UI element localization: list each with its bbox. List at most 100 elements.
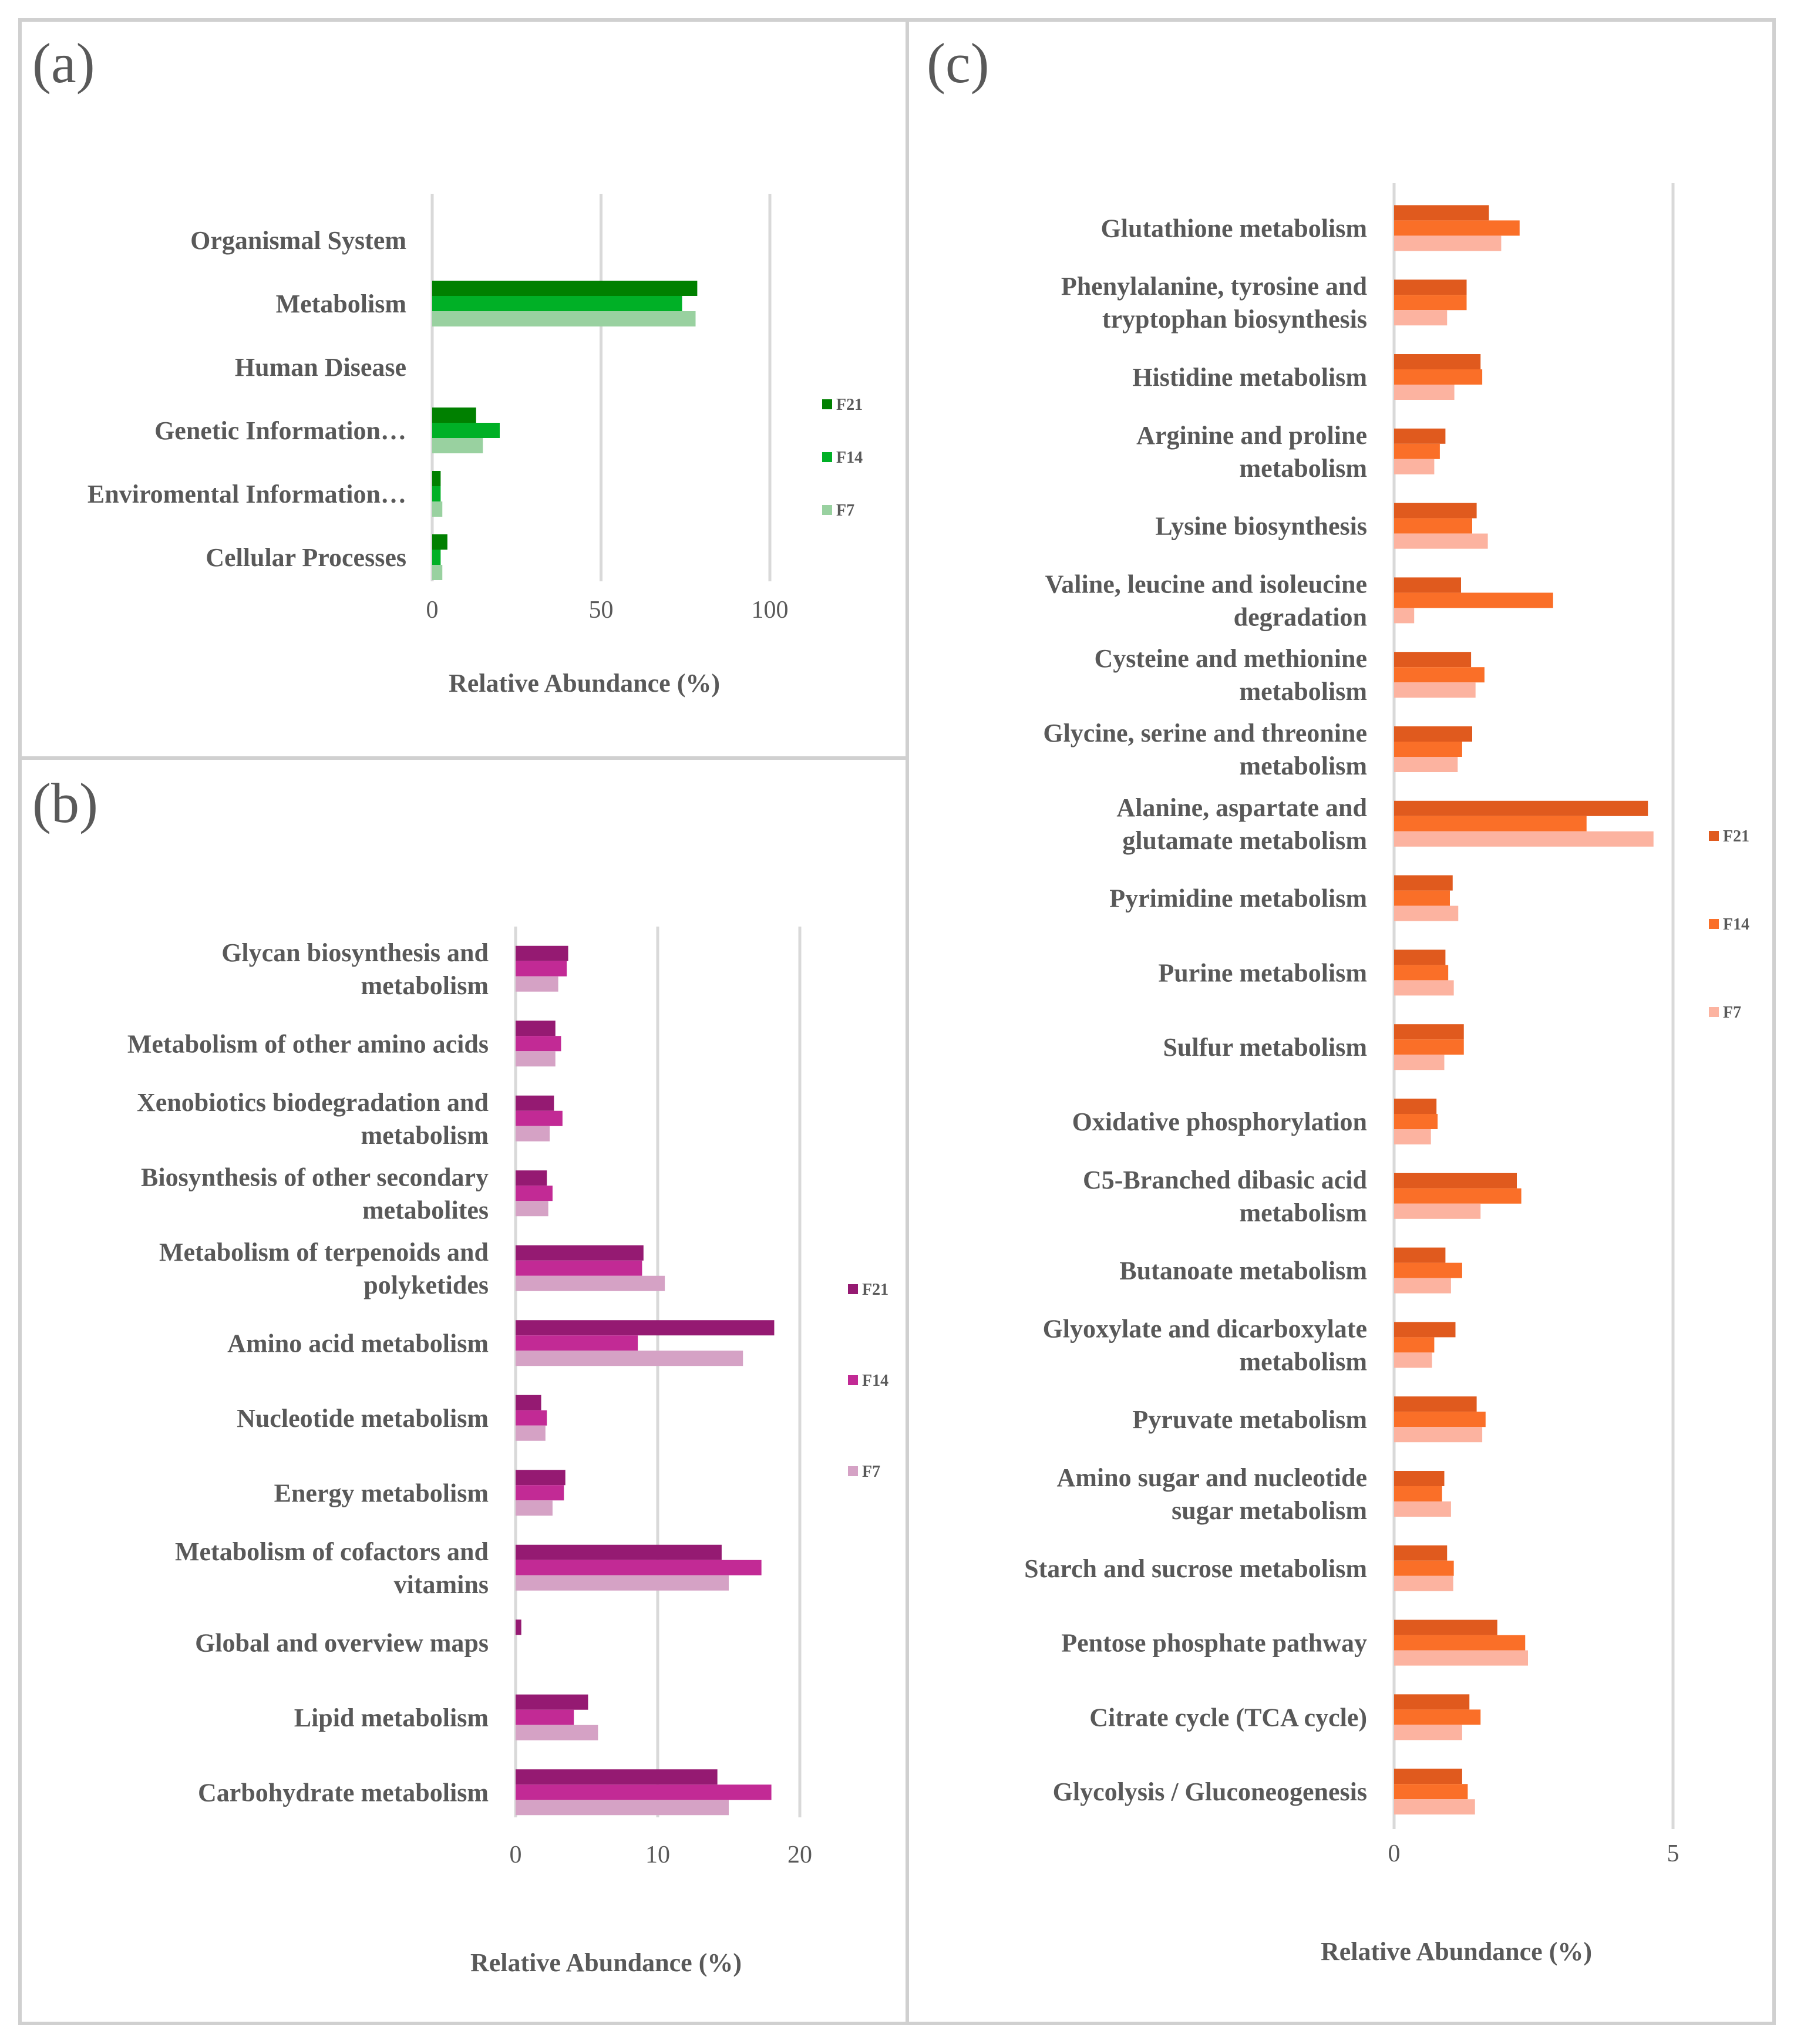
category-label-a-0: Organismal System [190, 226, 406, 255]
bar-c-F14-9 [1394, 890, 1450, 906]
category-label-b-5: Amino acid metabolism [227, 1329, 489, 1358]
bar-c-F7-7 [1394, 757, 1458, 772]
category-label-a-5: Cellular Processes [206, 543, 406, 572]
bar-b-F7-0 [516, 976, 558, 992]
bar-c-F7-10 [1394, 980, 1454, 996]
bar-c-F14-19 [1394, 1635, 1526, 1651]
bar-c-F21-7 [1394, 726, 1472, 742]
legend-label-a-F21: F21 [836, 396, 863, 414]
bar-c-F7-4 [1394, 533, 1488, 549]
bar-c-F21-8 [1394, 800, 1648, 816]
category-label-c-4: Lysine biosynthesis [1155, 512, 1367, 541]
bar-c-F21-15 [1394, 1322, 1456, 1338]
category-label-b-0: Glycan biosynthesis and metabolism [221, 938, 489, 1000]
bar-b-F14-10 [516, 1709, 574, 1725]
bar-c-F7-14 [1394, 1278, 1451, 1294]
category-label-c-8: Alanine, aspartate and glutamate metaboli… [1116, 793, 1367, 855]
legend-label-a-F14: F14 [836, 449, 863, 467]
bar-c-F14-6 [1394, 667, 1485, 683]
category-label-c-19: Pentose phosphate pathway [1061, 1629, 1367, 1658]
legend-label-c-F14: F14 [1723, 915, 1749, 934]
bar-b-F21-6 [516, 1395, 541, 1410]
bar-c-F14-17 [1394, 1486, 1442, 1501]
bar-c-F21-1 [1394, 280, 1467, 295]
legend-label-c-F21: F21 [1723, 827, 1749, 846]
legend-label-c-F7: F7 [1723, 1004, 1741, 1022]
bar-b-F21-11 [516, 1769, 718, 1785]
bar-b-F21-3 [516, 1170, 547, 1186]
bar-b-F7-1 [516, 1051, 556, 1067]
bar-c-F14-7 [1394, 742, 1462, 757]
x-tick-b-0: 0 [510, 1841, 522, 1868]
bar-c-F7-13 [1394, 1203, 1481, 1219]
category-label-c-1: Phenylalanine, tyrosine and tryptophan bi… [1061, 272, 1367, 334]
x-axis-title-c: Relative Abundance (%) [1321, 1937, 1592, 1966]
bar-b-F7-8 [516, 1575, 729, 1591]
category-label-c-17: Amino sugar and nucleotide sugar metaboli… [1057, 1463, 1368, 1525]
bar-c-F7-17 [1394, 1501, 1451, 1517]
category-label-b-9: Global and overview maps [195, 1628, 489, 1657]
legend-swatch-a-F14 [822, 452, 832, 462]
category-label-c-0: Glutathione metabolism [1101, 214, 1367, 243]
x-tick-b-1: 10 [645, 1841, 670, 1868]
bar-c-F21-21 [1394, 1769, 1462, 1784]
category-label-c-5: Valine, leucine and isoleucine degradatio… [1045, 570, 1367, 631]
category-label-b-8: Metabolism of cofactors and vitamins [175, 1537, 489, 1599]
bar-a-F14-4 [432, 486, 441, 501]
category-label-b-4: Metabolism of terpenoids and polyketides [159, 1238, 489, 1299]
bar-b-F7-2 [516, 1126, 550, 1141]
bar-b-F14-3 [516, 1186, 553, 1201]
bar-c-F14-21 [1394, 1784, 1468, 1800]
bar-a-F14-1 [432, 296, 682, 311]
bar-b-F21-8 [516, 1544, 722, 1560]
bar-a-F7-3 [432, 438, 483, 453]
bar-b-F14-1 [516, 1036, 561, 1052]
bar-c-F21-19 [1394, 1619, 1497, 1635]
bar-b-F21-10 [516, 1694, 588, 1710]
bar-b-F14-6 [516, 1410, 547, 1426]
category-label-c-7: Glycine, serine and threonine metabolism [1043, 719, 1367, 780]
bar-b-F21-9 [516, 1619, 521, 1635]
category-label-c-10: Purine metabolism [1158, 958, 1367, 987]
x-axis-title-a: Relative Abundance (%) [449, 669, 720, 698]
x-tick-a-1: 50 [589, 597, 614, 624]
category-label-c-6: Cysteine and methionine metabolism [1095, 644, 1367, 706]
bar-c-F14-11 [1394, 1039, 1464, 1055]
category-label-c-9: Pyrimidine metabolism [1109, 884, 1367, 913]
bar-c-F21-0 [1394, 205, 1489, 221]
bar-c-F7-12 [1394, 1129, 1431, 1144]
bar-a-F21-3 [432, 408, 476, 423]
chart-a: 0 50 100 Organismal System Metabolism Human D… [87, 194, 863, 698]
bar-c-F21-14 [1394, 1247, 1446, 1263]
bar-b-F14-2 [516, 1110, 563, 1126]
bar-c-F7-5 [1394, 608, 1415, 624]
category-label-c-12: Oxidative phosphorylation [1072, 1107, 1367, 1136]
bar-b-F7-5 [516, 1351, 743, 1366]
bar-a-F14-5 [432, 550, 441, 565]
category-label-b-10: Lipid metabolism [294, 1703, 489, 1732]
bar-c-F21-6 [1394, 652, 1472, 668]
bar-c-F21-4 [1394, 503, 1477, 518]
legend-swatch-b-F14 [848, 1375, 858, 1385]
bar-c-F7-15 [1394, 1352, 1432, 1368]
bar-c-F7-21 [1394, 1799, 1475, 1815]
bar-b-F7-6 [516, 1425, 546, 1441]
bar-c-F21-18 [1394, 1545, 1448, 1561]
bar-c-F14-10 [1394, 965, 1449, 981]
bar-c-F14-0 [1394, 220, 1520, 236]
legend-swatch-c-F14 [1709, 919, 1719, 929]
bar-b-F21-5 [516, 1320, 775, 1336]
legend-label-b-F21: F21 [862, 1281, 888, 1299]
panel-label-b: (b) [32, 772, 98, 834]
bar-c-F21-13 [1394, 1173, 1517, 1188]
bar-c-F14-1 [1394, 295, 1467, 311]
category-label-a-1: Metabolism [276, 289, 406, 318]
bar-c-F7-19 [1394, 1650, 1528, 1666]
category-label-c-11: Sulfur metabolism [1163, 1033, 1367, 1062]
legend-swatch-b-F7 [848, 1466, 858, 1476]
legend-swatch-b-F21 [848, 1284, 858, 1294]
bar-c-F14-13 [1394, 1188, 1522, 1204]
bar-b-F7-10 [516, 1725, 598, 1740]
bar-a-F7-4 [432, 501, 443, 517]
